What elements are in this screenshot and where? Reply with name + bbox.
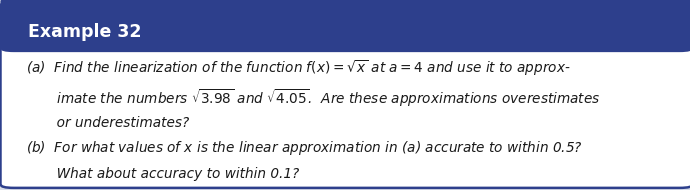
FancyBboxPatch shape: [1, 0, 690, 52]
Text: What about accuracy to within 0.1?: What about accuracy to within 0.1?: [26, 167, 299, 181]
Text: (b)  For what values of $x$ is the linear approximation in (a) accurate to withi: (b) For what values of $x$ is the linear…: [26, 139, 583, 157]
Text: imate the numbers $\sqrt{3.98}$ and $\sqrt{4.05}$.  Are these approximations ove: imate the numbers $\sqrt{3.98}$ and $\sq…: [26, 87, 600, 109]
Text: or underestimates?: or underestimates?: [26, 116, 189, 130]
Text: Example 32: Example 32: [28, 23, 142, 41]
FancyBboxPatch shape: [1, 2, 690, 188]
Bar: [14, 25, 680, 49]
Text: (a)  Find the linearization of the function $f(x) = \sqrt{x}$ at $a = 4$ and use: (a) Find the linearization of the functi…: [26, 58, 571, 78]
